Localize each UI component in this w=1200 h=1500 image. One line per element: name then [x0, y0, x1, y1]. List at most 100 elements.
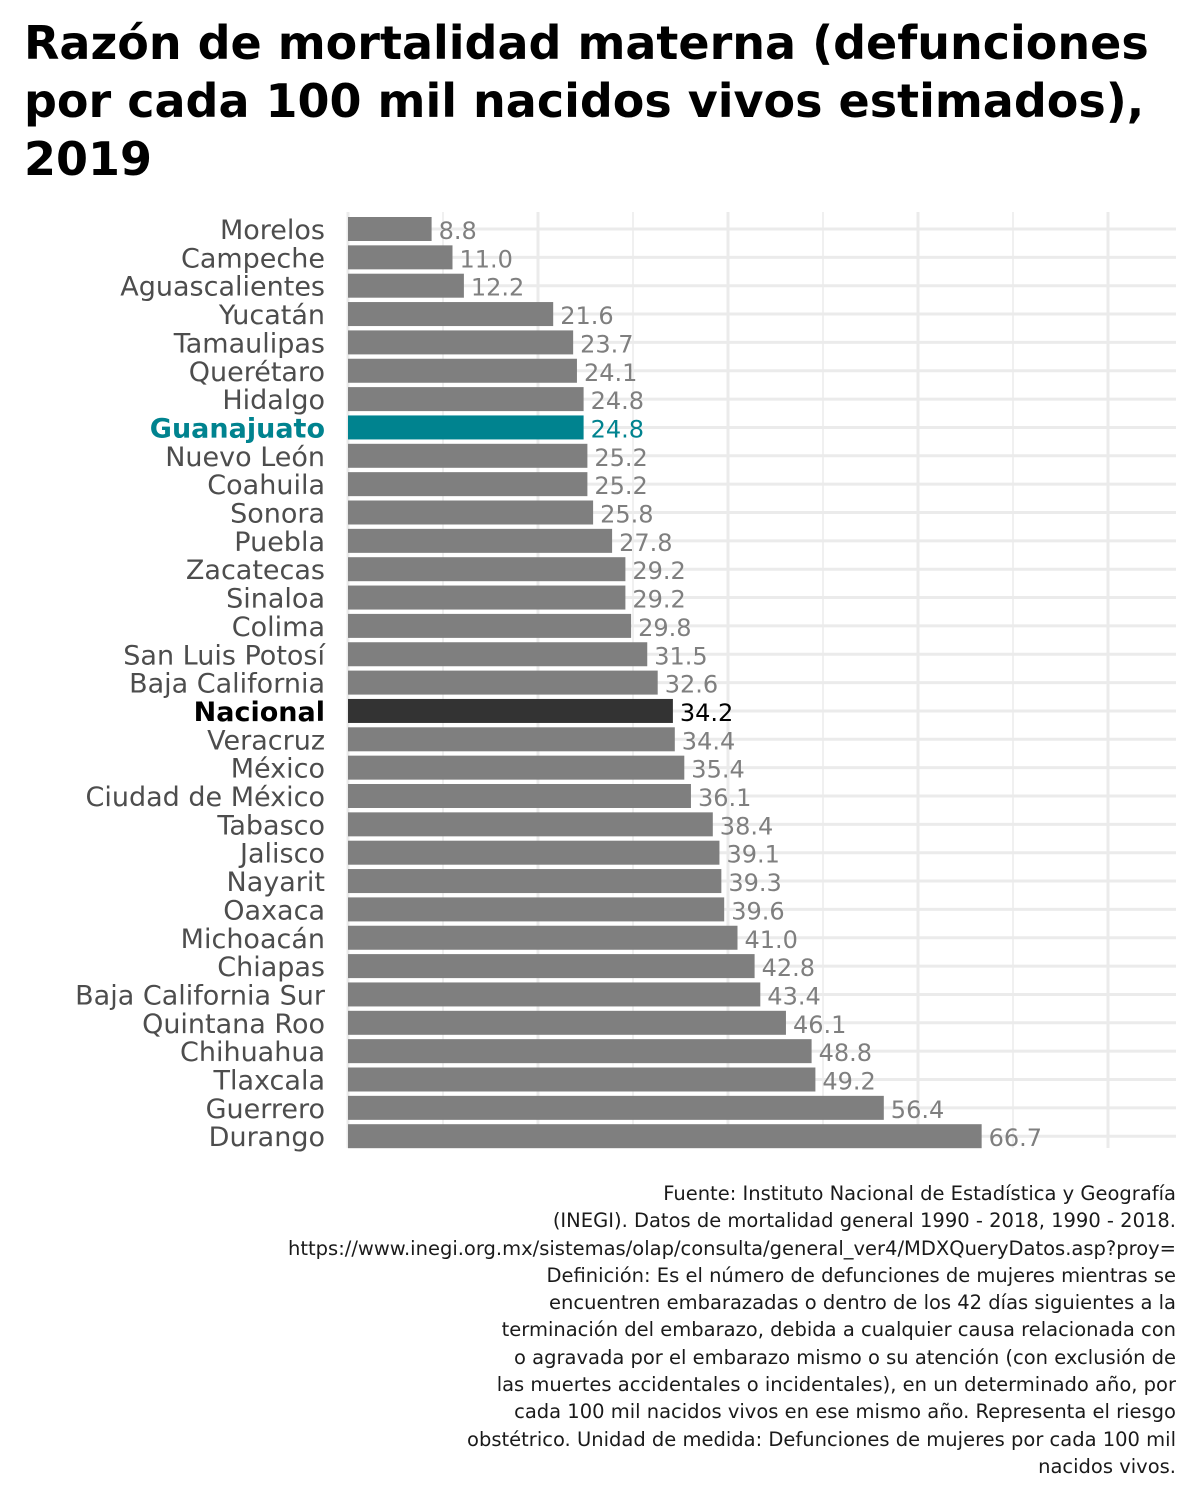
- category-label-yucatan: Yucatán: [218, 300, 325, 331]
- category-label-guerrero: Guerrero: [206, 1094, 325, 1125]
- value-label-ciudad-de-mexico: 36.1: [698, 784, 751, 812]
- bar-mexico: [348, 755, 685, 780]
- bar-zacatecas: [348, 557, 626, 582]
- chart-title: Razón de mortalidad materna (defunciones…: [24, 16, 1149, 186]
- bar-guerrero: [348, 1095, 884, 1120]
- bar-chihuahua: [348, 1039, 812, 1064]
- category-label-chiapas: Chiapas: [217, 952, 325, 983]
- value-label-zacatecas: 29.2: [632, 557, 685, 585]
- category-label-baja-california: Baja California: [129, 669, 325, 700]
- value-label-puebla: 27.8: [619, 529, 672, 557]
- category-label-campeche: Campeche: [181, 243, 325, 274]
- category-label-tabasco: Tabasco: [216, 810, 325, 841]
- bar-tabasco: [348, 812, 713, 837]
- caption-line: (INEGI). Datos de mortalidad general 199…: [552, 1209, 1176, 1233]
- category-label-jalisco: Jalisco: [238, 839, 325, 870]
- value-label-san-luis-potosi: 31.5: [654, 642, 707, 670]
- category-label-quintana-roo: Quintana Roo: [142, 1009, 325, 1040]
- caption-line: Definición: Es el número de defunciones …: [546, 1263, 1176, 1287]
- value-label-campeche: 11.0: [460, 245, 513, 273]
- bar-chiapas: [348, 954, 755, 979]
- bar-puebla: [348, 528, 613, 553]
- category-label-sinaloa: Sinaloa: [226, 584, 325, 615]
- value-label-tabasco: 38.4: [720, 812, 773, 840]
- caption-line: https://www.inegi.org.mx/sistemas/olap/c…: [288, 1236, 1176, 1260]
- bar-guanajuato: [348, 415, 584, 440]
- value-label-hidalgo: 24.8: [591, 387, 644, 415]
- bar-durango: [348, 1124, 982, 1149]
- bar-nacional: [348, 698, 673, 723]
- caption-line: o agravada por el embarazo mismo o su at…: [514, 1345, 1176, 1369]
- value-label-guanajuato: 24.8: [591, 415, 644, 443]
- value-label-tlaxcala: 49.2: [822, 1068, 875, 1096]
- value-label-chihuahua: 48.8: [819, 1039, 872, 1067]
- caption-line: terminación del embarazo, debida a cualq…: [501, 1318, 1176, 1342]
- caption-line: nacidos vivos.: [1038, 1454, 1176, 1478]
- category-label-nuevo-leon: Nuevo León: [165, 442, 325, 473]
- category-label-guanajuato: Guanajuato: [150, 413, 325, 444]
- caption-line: cada 100 mil nacidos vivos en ese mismo …: [514, 1400, 1176, 1424]
- category-label-puebla: Puebla: [234, 527, 325, 558]
- bar-hidalgo: [348, 387, 584, 412]
- value-label-nayarit: 39.3: [728, 869, 781, 897]
- bar-veracruz: [348, 727, 675, 752]
- value-label-sonora: 25.8: [600, 501, 653, 529]
- bar-tlaxcala: [348, 1067, 816, 1092]
- caption: Fuente: Instituto Nacional de Estadístic…: [216, 1180, 1176, 1480]
- value-label-sinaloa: 29.2: [632, 586, 685, 614]
- value-label-nuevo-leon: 25.2: [594, 444, 647, 472]
- value-label-durango: 66.7: [989, 1124, 1042, 1152]
- value-label-morelos: 8.8: [439, 217, 477, 245]
- value-label-yucatan: 21.6: [560, 302, 613, 330]
- bar-san-luis-potosi: [348, 642, 648, 667]
- value-label-aguascalientes: 12.2: [471, 274, 524, 302]
- value-label-baja-california-sur: 43.4: [767, 982, 820, 1010]
- category-label-veracruz: Veracruz: [207, 725, 325, 756]
- category-label-baja-california-sur: Baja California Sur: [75, 980, 326, 1011]
- value-label-queretaro: 24.1: [584, 359, 637, 387]
- value-label-veracruz: 34.4: [682, 727, 735, 755]
- caption-line: Fuente: Instituto Nacional de Estadístic…: [663, 1182, 1176, 1205]
- value-label-baja-california: 32.6: [665, 671, 718, 699]
- bar-ciudad-de-mexico: [348, 784, 691, 808]
- bar-sinaloa: [348, 585, 626, 610]
- bar-tamaulipas: [348, 330, 574, 355]
- caption-line: encuentren embarazadas o dentro de los 4…: [549, 1291, 1176, 1315]
- category-label-chihuahua: Chihuahua: [180, 1037, 325, 1068]
- value-label-coahuila: 25.2: [594, 472, 647, 500]
- bars: [348, 217, 982, 1149]
- value-label-guerrero: 56.4: [891, 1096, 944, 1124]
- category-label-hidalgo: Hidalgo: [222, 385, 325, 416]
- bar-michoacan: [348, 925, 738, 950]
- category-label-colima: Colima: [232, 612, 325, 643]
- value-label-mexico: 35.4: [691, 756, 744, 784]
- category-label-ciudad-de-mexico: Ciudad de México: [86, 782, 325, 813]
- bar-aguascalientes: [348, 273, 464, 298]
- value-label-tamaulipas: 23.7: [580, 330, 633, 358]
- category-label-san-luis-potosi: San Luis Potosí: [123, 640, 326, 671]
- bar-oaxaca: [348, 897, 725, 922]
- bar-nayarit: [348, 869, 722, 894]
- bar-baja-california: [348, 670, 658, 695]
- category-label-queretaro: Querétaro: [189, 357, 325, 388]
- category-label-tamaulipas: Tamaulipas: [173, 328, 325, 359]
- category-label-durango: Durango: [209, 1122, 325, 1153]
- value-labels: 8.811.012.221.623.724.124.824.825.225.22…: [439, 217, 1042, 1152]
- bar-baja-california-sur: [348, 982, 761, 1007]
- value-label-chiapas: 42.8: [762, 954, 815, 982]
- category-label-oaxaca: Oaxaca: [223, 895, 325, 926]
- value-label-nacional: 34.2: [680, 699, 733, 727]
- category-label-mexico: México: [231, 754, 325, 785]
- value-label-colima: 29.8: [638, 614, 691, 642]
- category-label-coahuila: Coahuila: [207, 470, 325, 501]
- bar-nuevo-leon: [348, 443, 588, 468]
- bar-sonora: [348, 500, 594, 525]
- caption-line: obstétrico. Unidad de medida: Defuncione…: [467, 1427, 1176, 1451]
- value-label-jalisco: 39.1: [726, 841, 779, 869]
- category-label-sonora: Sonora: [230, 499, 325, 530]
- value-label-oaxaca: 39.6: [731, 897, 784, 925]
- category-label-tlaxcala: Tlaxcala: [213, 1066, 325, 1097]
- category-label-nacional: Nacional: [194, 697, 325, 728]
- bar-colima: [348, 613, 632, 638]
- bar-campeche: [348, 245, 453, 270]
